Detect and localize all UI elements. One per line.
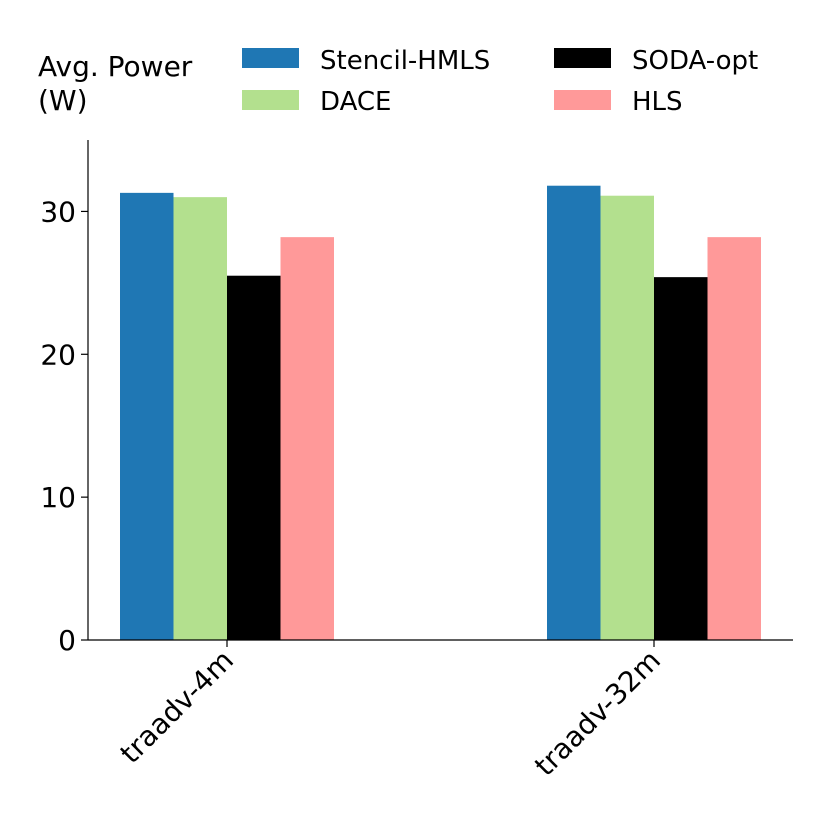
legend-label-hls: HLS	[632, 87, 683, 117]
y-axis-label-line-1: Avg. Power	[38, 50, 193, 83]
legend-swatch-soda-opt	[554, 48, 611, 68]
y-tick-label-10: 10	[40, 481, 76, 514]
x-tick-label-traadv-4m: traadv-4m	[114, 644, 240, 770]
legend-swatch-hls	[554, 90, 611, 110]
y-axis-label-line-2: (W)	[38, 84, 88, 117]
bar-soda-opt-traadv-32m	[654, 277, 708, 640]
y-tick-label-0: 0	[58, 624, 76, 657]
bar-hls-traadv-4m	[280, 237, 334, 640]
legend-swatch-stencil-hmls	[242, 48, 299, 68]
legend-label-stencil-hmls: Stencil-HMLS	[320, 46, 490, 76]
legend-swatch-dace	[242, 90, 299, 110]
x-axis: traadv-4m traadv-32m	[88, 639, 793, 783]
x-tick-label-traadv-32m: traadv-32m	[528, 644, 667, 783]
bar-stencil-hmls-traadv-4m	[120, 192, 174, 641]
y-tick-label-20: 20	[40, 338, 76, 371]
bars-group	[120, 185, 761, 641]
bar-dace-traadv-32m	[600, 195, 654, 640]
legend: Stencil-HMLS DACE SODA-opt HLS	[242, 46, 758, 117]
bar-soda-opt-traadv-4m	[227, 275, 281, 640]
legend-label-dace: DACE	[320, 87, 391, 117]
bar-dace-traadv-4m	[173, 197, 227, 640]
y-tick-label-30: 30	[40, 195, 76, 228]
legend-label-soda-opt: SODA-opt	[632, 46, 758, 76]
y-axis: 0 10 20 30	[40, 140, 89, 657]
bar-stencil-hmls-traadv-32m	[547, 185, 601, 640]
bar-hls-traadv-32m	[707, 237, 761, 640]
